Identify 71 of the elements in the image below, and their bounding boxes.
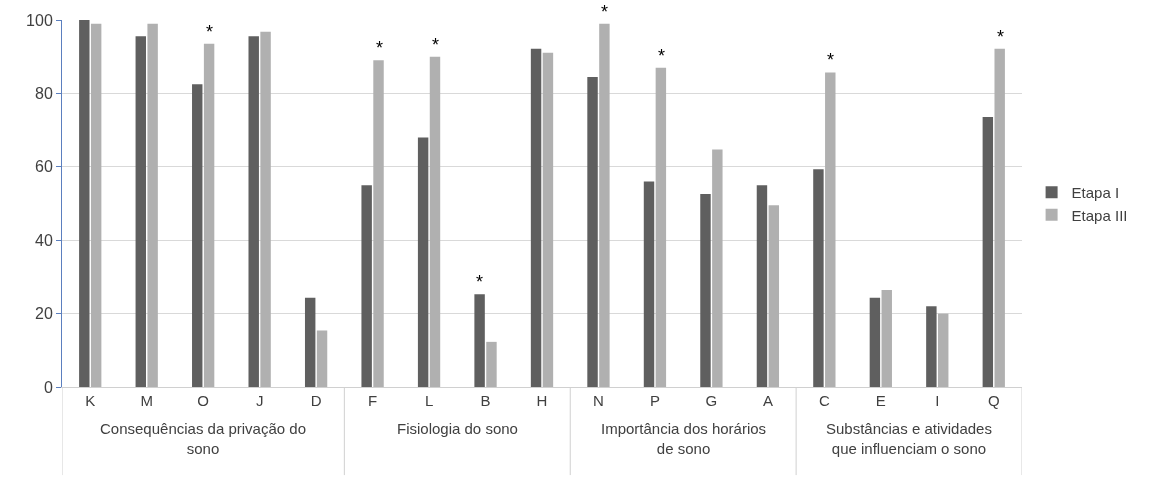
annotation: * xyxy=(658,46,666,66)
bar xyxy=(79,20,90,387)
y-tick-label: 40 xyxy=(35,231,53,249)
bar xyxy=(417,137,429,387)
x-tick-label: B xyxy=(480,392,491,409)
x-tick-label: G xyxy=(705,392,718,409)
x-tick-label: J xyxy=(255,392,264,409)
bar xyxy=(643,181,655,387)
bar xyxy=(869,297,881,387)
x-tick-label: M xyxy=(140,392,153,409)
y-tick-label: 60 xyxy=(35,158,53,176)
bar xyxy=(474,294,485,387)
bar xyxy=(587,76,598,387)
x-tick-label: L xyxy=(424,392,434,409)
bar xyxy=(926,306,937,387)
y-tick-label: 80 xyxy=(35,85,53,102)
y-tick-label: 100 xyxy=(26,11,53,29)
text: Substâncias e atividades que influenciam o sono xyxy=(826,420,992,457)
annotation: * xyxy=(997,27,1005,47)
bar xyxy=(147,23,158,387)
bar xyxy=(825,72,836,387)
text: Consequências da privação do sono xyxy=(100,420,306,457)
x-tick-label: Q xyxy=(987,392,1000,409)
bar xyxy=(530,48,542,387)
annotation: * xyxy=(476,272,484,292)
bar xyxy=(373,60,384,387)
bar xyxy=(712,149,723,387)
text: Importância dos horários de sono xyxy=(601,420,767,457)
x-tick-label: F xyxy=(368,392,378,409)
bar xyxy=(203,43,215,387)
bar xyxy=(768,205,780,387)
y-tick-label: 0 xyxy=(43,378,53,396)
x-tick-label: E xyxy=(875,392,886,409)
annotation: * xyxy=(827,50,835,70)
y-tick-label: 20 xyxy=(35,305,53,323)
annotation: * xyxy=(206,22,214,42)
bar xyxy=(700,193,711,387)
bar xyxy=(260,31,271,387)
x-tick-label: K xyxy=(85,392,96,409)
x-tick-label: A xyxy=(762,392,773,409)
x-tick-label: D xyxy=(310,392,322,409)
bar xyxy=(192,84,203,387)
x-tick-label: N xyxy=(593,392,604,409)
x-tick-label: C xyxy=(818,392,830,409)
bar xyxy=(304,297,316,387)
bar xyxy=(361,185,372,387)
x-tick-label: I xyxy=(935,392,940,409)
text: Fisiologia do sono xyxy=(397,420,518,437)
legend-label: Etapa I xyxy=(1071,184,1120,202)
bar xyxy=(813,169,824,387)
x-tick-label: P xyxy=(649,392,660,409)
bar xyxy=(316,330,328,387)
bar xyxy=(938,313,949,387)
x-tick-label: H xyxy=(536,392,548,409)
annotation: * xyxy=(432,35,440,55)
bar xyxy=(542,52,554,387)
bar xyxy=(248,36,259,387)
annotation: * xyxy=(601,2,609,22)
bar xyxy=(982,116,994,387)
bar xyxy=(486,341,497,387)
bar xyxy=(135,36,146,387)
bar xyxy=(994,48,1005,387)
bar xyxy=(655,67,667,387)
bar xyxy=(429,56,441,387)
bar xyxy=(756,185,768,387)
annotation: * xyxy=(376,38,384,58)
legend-label: Etapa III xyxy=(1071,206,1128,224)
bar xyxy=(599,23,610,387)
x-tick-label: O xyxy=(197,392,210,409)
bar xyxy=(881,290,892,387)
bar xyxy=(90,23,102,387)
